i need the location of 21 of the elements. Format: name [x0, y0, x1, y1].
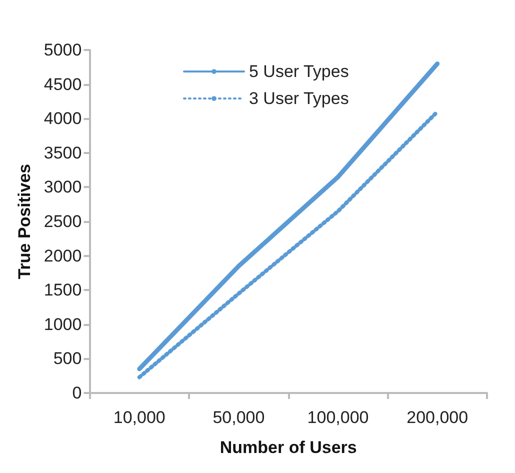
x-tick-label: 10,000	[113, 408, 166, 427]
legend-label: 5 User Types	[249, 62, 349, 81]
y-tick-label: 3000	[44, 178, 82, 197]
y-tick-label: 0	[72, 384, 82, 402]
y-tick-label: 1000	[44, 314, 82, 334]
y-tick-label: 1500	[44, 280, 82, 300]
x-axis-title: Number of Users	[220, 438, 357, 457]
x-tick-label: 100,000	[307, 408, 369, 427]
y-tick-label: 5000	[44, 40, 82, 60]
y-tick-label: 4500	[44, 74, 82, 94]
legend-label: 3 User Types	[249, 89, 349, 108]
x-tick-label: 50,000	[212, 408, 265, 427]
y-tick-label: 2000	[44, 246, 82, 266]
y-tick-label: 500	[53, 349, 82, 368]
y-axis-title: True Positives	[15, 164, 34, 280]
x-tick-label: 200,000	[406, 408, 468, 427]
y-tick-label: 2500	[44, 212, 82, 231]
line-series	[137, 61, 440, 372]
y-tick-label: 4000	[44, 109, 82, 128]
y-tick-label: 3500	[44, 143, 82, 162]
line-series	[137, 110, 440, 380]
